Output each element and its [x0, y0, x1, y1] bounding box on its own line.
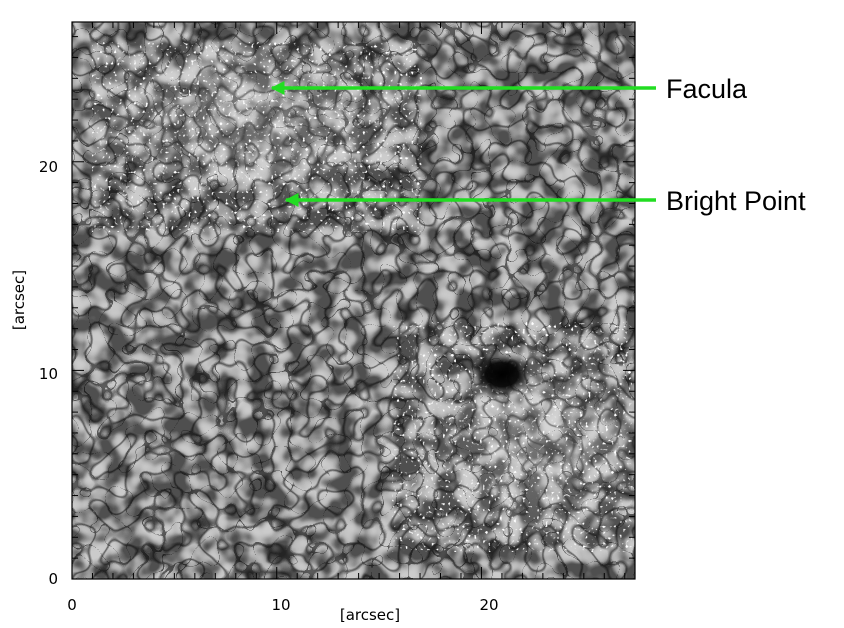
x-tick-label: 20 [479, 596, 498, 614]
x-axis-label: [arcsec] [340, 606, 400, 624]
facula-label: Facula [666, 74, 748, 104]
x-tick-label: 0 [67, 596, 77, 614]
plot-frame [71, 21, 636, 580]
granulation-image [72, 22, 635, 579]
y-tick-label: 0 [48, 570, 58, 588]
y-axis: 0 10 20 [arcsec] [10, 158, 58, 588]
axis-ticks [71, 22, 635, 580]
annotation-bright-point: Bright Point [284, 186, 806, 216]
pore-dark-spot [471, 352, 532, 397]
x-axis: 0 10 20 [arcsec] [67, 596, 498, 624]
x-tick-label: 10 [271, 596, 290, 614]
y-tick-label: 10 [39, 365, 58, 383]
bright-point-label: Bright Point [666, 186, 806, 216]
bright-points-top [92, 42, 422, 232]
annotation-facula: Facula [270, 74, 748, 104]
y-tick-label: 20 [39, 158, 58, 176]
y-axis-label: [arcsec] [10, 270, 28, 330]
